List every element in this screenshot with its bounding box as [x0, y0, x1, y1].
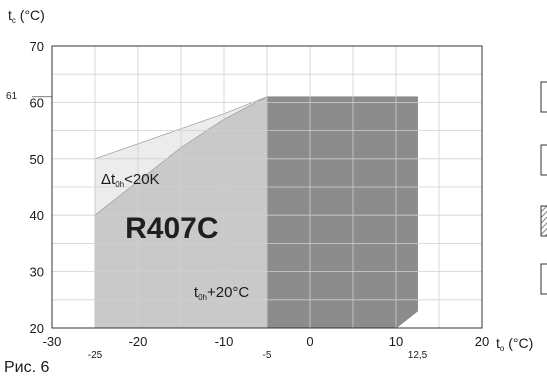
- superheat-label: Δt0h<20K: [101, 171, 160, 189]
- region-dark-envelope: [266, 96, 418, 329]
- legend-boxes: [540, 81, 547, 295]
- y-tick-label: 20: [30, 321, 44, 336]
- y-tick-label: 40: [30, 208, 44, 223]
- plot-frame: [51, 45, 483, 329]
- y-tick-label: 70: [30, 39, 44, 54]
- x-axis-title: to (°C): [496, 335, 533, 353]
- y-tick-label: 60: [30, 95, 44, 110]
- tick-labels: -30 -20 -10 0 10 20 -25 -5 12,5 20 30 40 50 60 70 61: [6, 39, 489, 361]
- x-minor-tick-label: -5: [263, 350, 272, 361]
- x-tick-label: 10: [389, 334, 403, 349]
- axis-titles: tc (°C) to (°C): [8, 7, 533, 353]
- x-minor-tick-label: 12,5: [408, 350, 428, 361]
- y-tick-label: 50: [30, 152, 44, 167]
- refrigerant-label: R407C: [125, 212, 218, 245]
- legend-box: [540, 205, 547, 237]
- legend-box: [540, 81, 547, 113]
- x-minor-tick-label: -25: [88, 350, 103, 361]
- x-tick-label: 20: [475, 334, 489, 349]
- legend-box: [540, 263, 547, 295]
- x-tick-label: -20: [129, 334, 148, 349]
- legend-box: [540, 144, 547, 176]
- x-tick-label: -30: [43, 334, 62, 349]
- figure-caption: Рис. 6: [4, 359, 50, 376]
- annotations: R407C Δt0h<20K t0h+20°C: [101, 171, 249, 302]
- x-tick-label: 0: [306, 334, 313, 349]
- y-tick-label: 30: [30, 265, 44, 280]
- x-tick-label: -10: [215, 334, 234, 349]
- return-gas-label: t0h+20°C: [194, 284, 250, 302]
- y-axis-title: tc (°C): [8, 7, 45, 25]
- y-minor-tick-label: 61: [6, 91, 18, 102]
